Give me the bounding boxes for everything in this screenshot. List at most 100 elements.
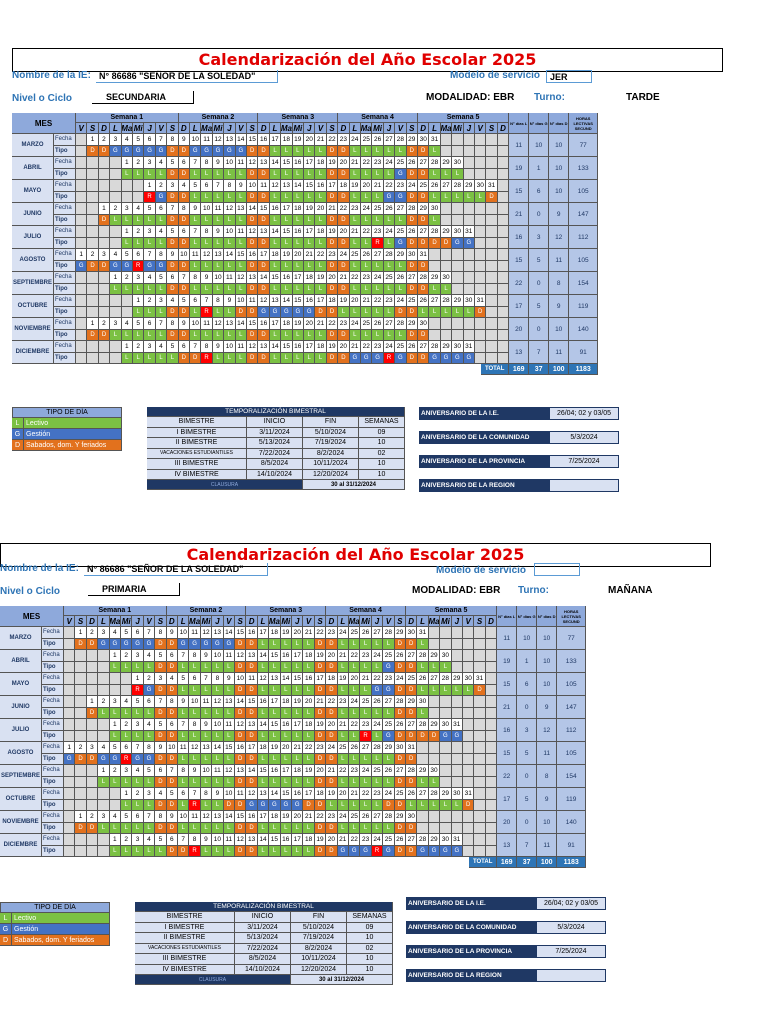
day-number: 20	[304, 134, 316, 146]
day-type	[440, 707, 452, 719]
day-type: G	[224, 145, 236, 157]
day-number: 19	[281, 249, 293, 261]
day-number: 5	[121, 811, 133, 823]
day-number: 1	[87, 318, 99, 330]
day-type	[497, 145, 510, 157]
day-number	[428, 696, 441, 708]
day-type: D	[167, 214, 179, 226]
day-number: 11	[247, 295, 259, 307]
day-type: L	[304, 329, 316, 341]
day-number: 6	[167, 272, 179, 284]
day-number: 17	[292, 272, 304, 284]
day-type: L	[121, 776, 133, 788]
month-stat: 21	[497, 696, 518, 719]
month-stat: 8	[537, 765, 558, 788]
bimestral-cell: 10/11/2024	[291, 954, 347, 965]
day-type: L	[292, 145, 304, 157]
day-type: G	[361, 352, 373, 364]
day-number: 16	[303, 673, 315, 685]
day-header: J	[383, 123, 396, 134]
day-type: L	[98, 707, 110, 719]
day-number: 21	[314, 696, 327, 708]
day-type	[451, 753, 463, 765]
day-type: L	[429, 214, 441, 226]
day-type: L	[292, 638, 304, 650]
day-number: 27	[360, 742, 372, 754]
bimestral-cell: 10/11/2024	[303, 459, 359, 470]
day-number: 10	[212, 834, 224, 846]
day-type	[440, 753, 452, 765]
day-number: 7	[189, 788, 201, 800]
day-type	[133, 191, 145, 203]
day-number: 23	[338, 318, 350, 330]
day-number: 7	[178, 834, 190, 846]
day-number: 8	[155, 811, 167, 823]
day-type: D	[418, 145, 430, 157]
day-type: D	[406, 306, 418, 318]
bimestral-cell: 7/22/2024	[235, 943, 291, 954]
aniversario-value	[549, 479, 619, 492]
day-type: G	[246, 799, 258, 811]
day-number: 18	[303, 650, 315, 662]
day-type: L	[269, 684, 281, 696]
day-number: 25	[383, 834, 395, 846]
day-number: 1	[121, 157, 133, 169]
day-header: V	[315, 123, 327, 134]
day-number: 9	[166, 811, 178, 823]
day-type: L	[304, 191, 316, 203]
day-number: 15	[281, 226, 293, 238]
day-number: 13	[269, 673, 281, 685]
day-number: 18	[315, 157, 327, 169]
day-type	[486, 352, 498, 364]
day-type: G	[280, 799, 292, 811]
day-type: G	[269, 799, 281, 811]
day-type: L	[109, 822, 121, 834]
bimestral-cell: 5/13/2024	[235, 933, 291, 944]
month-stat: 22	[497, 765, 518, 788]
month-stat: 12	[537, 719, 558, 742]
day-number: 6	[189, 673, 201, 685]
month-stat: 9	[549, 295, 570, 318]
day-number: 27	[406, 719, 418, 731]
day-number: 3	[86, 742, 99, 754]
day-type: L	[201, 168, 213, 180]
day-type: L	[144, 329, 156, 341]
day-number: 14	[223, 811, 235, 823]
day-number	[485, 673, 498, 685]
day-number: 29	[406, 134, 418, 146]
day-type: G	[281, 306, 293, 318]
month-name: SEPTIEMBRE	[0, 765, 42, 788]
day-type: D	[235, 707, 247, 719]
day-number	[475, 157, 487, 169]
day-number	[463, 742, 475, 754]
day-number	[86, 788, 99, 800]
day-type: D	[166, 845, 178, 857]
day-type: L	[429, 283, 441, 295]
day-number: 5	[132, 696, 144, 708]
day-header: V	[383, 616, 395, 627]
nivel-field: PRIMARIA	[88, 583, 180, 596]
day-type	[474, 638, 486, 650]
bimestral-cell: 02	[359, 448, 405, 459]
day-number: 6	[132, 627, 144, 639]
day-type: G	[360, 845, 372, 857]
day-number: 16	[292, 157, 304, 169]
day-type: D	[326, 638, 338, 650]
day-number: 17	[281, 203, 293, 215]
day-type: D	[246, 638, 258, 650]
day-number: 11	[246, 673, 258, 685]
day-number: 21	[326, 765, 338, 777]
day-type	[486, 214, 498, 226]
day-type: D	[178, 329, 190, 341]
tipo-label: Tipo	[54, 214, 76, 226]
day-type: G	[212, 145, 225, 157]
day-type	[485, 845, 498, 857]
day-type: L	[361, 237, 373, 249]
day-type: L	[292, 168, 304, 180]
day-type: D	[394, 684, 406, 696]
day-header: D	[326, 616, 338, 627]
day-number: 21	[304, 249, 316, 261]
day-number: 4	[155, 226, 168, 238]
day-type: L	[337, 684, 349, 696]
day-number: 16	[280, 834, 292, 846]
